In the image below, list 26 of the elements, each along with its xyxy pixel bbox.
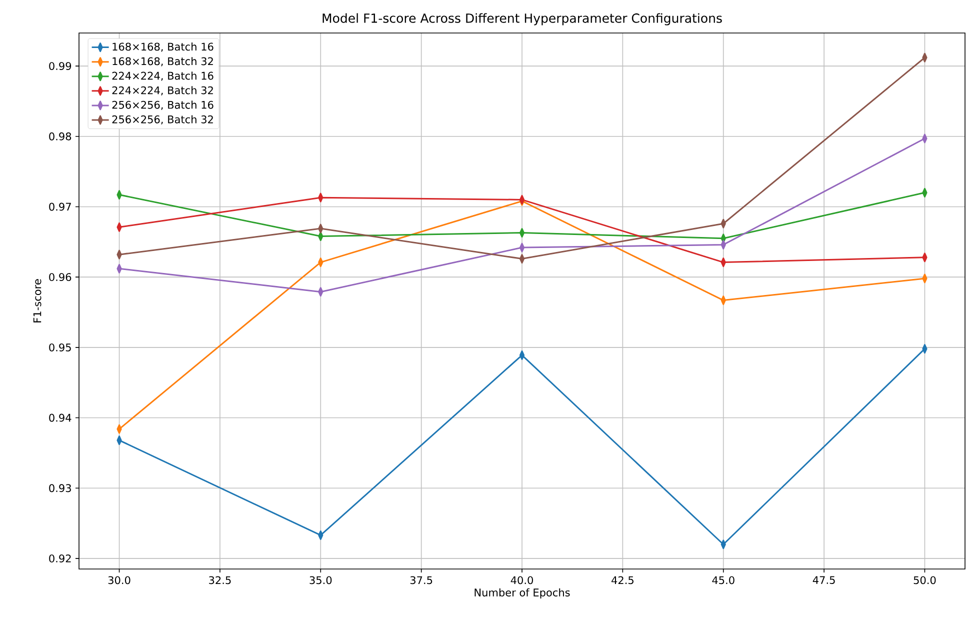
- x-tick-label: 37.5: [410, 576, 432, 584]
- y-tick-label: 0.93: [49, 484, 71, 492]
- legend-label: 168×168, Batch 16: [112, 42, 214, 52]
- legend-label: 224×224, Batch 16: [112, 72, 214, 81]
- x-tick-label: 35.0: [310, 576, 332, 584]
- x-tick-label: 45.0: [712, 576, 734, 584]
- y-tick-label: 0.99: [49, 62, 72, 70]
- x-tick-label: 50.0: [914, 576, 936, 584]
- y-tick-label: 0.96: [49, 273, 72, 282]
- legend-label: 224×224, Batch 32: [112, 86, 213, 96]
- x-tick-label: 32.5: [209, 576, 231, 584]
- legend-label: 168×168, Batch 32: [112, 57, 213, 66]
- x-tick-label: 30.0: [108, 576, 130, 584]
- legend-label: 256×256, Batch 32: [112, 115, 213, 124]
- y-tick-label: 0.98: [49, 132, 72, 140]
- y-tick-label: 0.92: [49, 554, 71, 562]
- legend-label: 256×256, Batch 16: [112, 100, 214, 110]
- x-tick-label: 40.0: [510, 576, 533, 584]
- y-tick-label: 0.94: [49, 414, 72, 422]
- x-axis-title: Number of Epochs: [474, 588, 570, 599]
- chart-title: Model F1-score Across Different Hyperparameter Configurations: [322, 13, 722, 26]
- y-axis-title: F1-score: [33, 279, 42, 322]
- x-tick-label: 42.5: [612, 576, 634, 584]
- y-tick-label: 0.97: [49, 202, 71, 211]
- x-tick-label: 47.5: [812, 576, 835, 584]
- y-tick-label: 0.95: [49, 343, 71, 352]
